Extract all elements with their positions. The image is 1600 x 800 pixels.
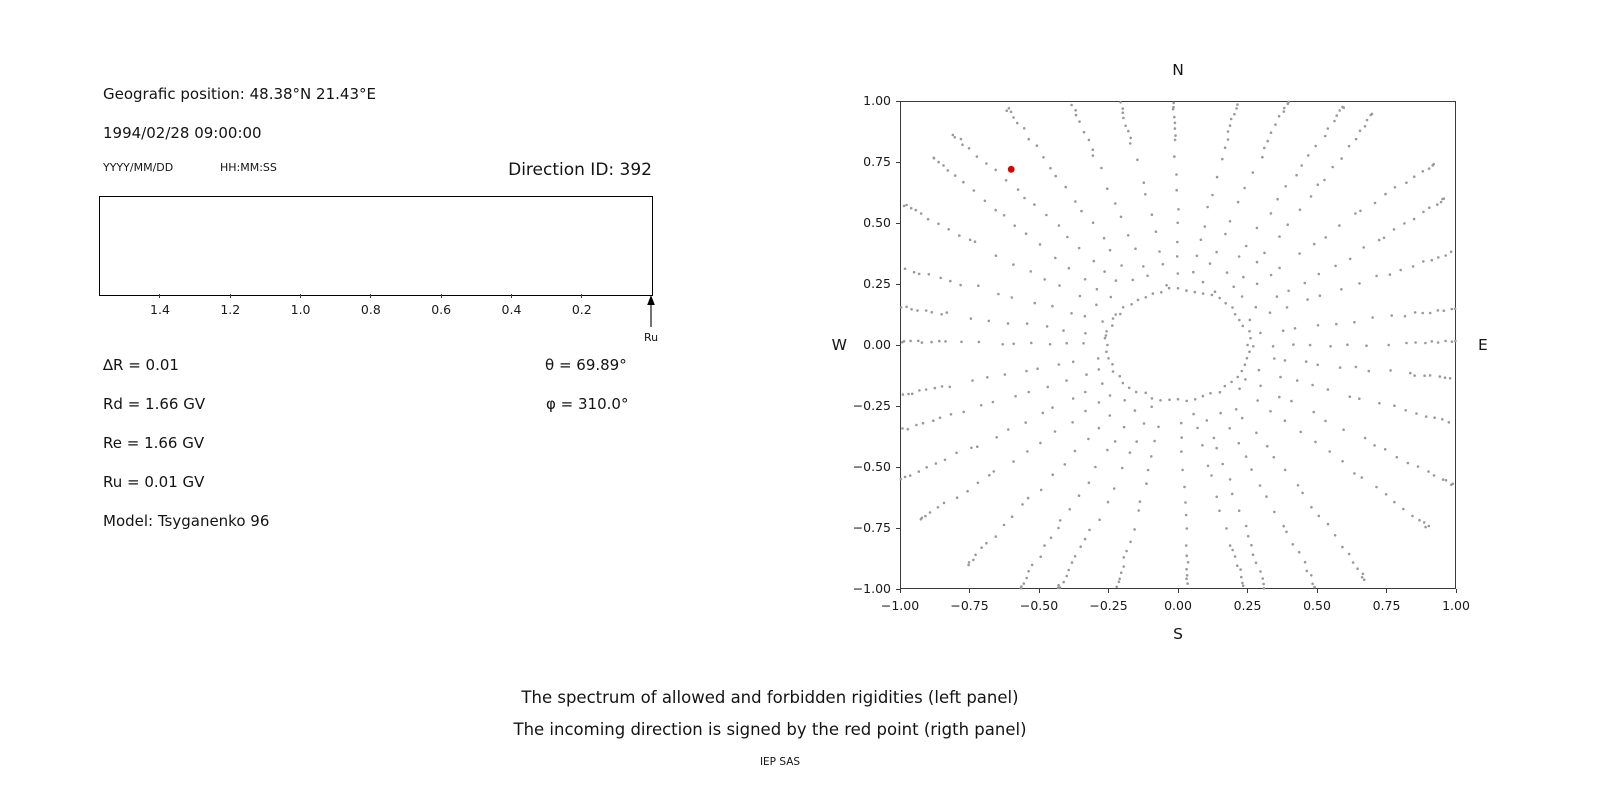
caption-line-1: The spectrum of allowed and forbidden ri… [521, 688, 1019, 707]
spectrum-x-tick-mark [370, 294, 372, 298]
param-phi: φ = 310.0° [546, 395, 629, 413]
compass-west-label: W [831, 336, 847, 354]
y-tick-mark [896, 344, 900, 346]
y-tick-label: −0.50 [852, 459, 891, 474]
x-tick-mark [969, 589, 970, 593]
param-theta: θ = 69.89° [545, 356, 627, 374]
x-tick-mark [899, 589, 901, 593]
red-point-marker [1007, 165, 1015, 173]
datetime-label: 1994/02/28 09:00:00 [103, 124, 262, 142]
x-tick-label: 0.00 [1164, 598, 1192, 613]
caption-credit: IEP SAS [759, 756, 801, 768]
date-format-label: YYYY/MM/DD [103, 161, 174, 174]
x-tick-label: −1.00 [880, 598, 920, 613]
x-tick-mark [1316, 589, 1318, 593]
x-tick-mark [1108, 589, 1109, 593]
spectrum-x-tick-label: 1.0 [290, 302, 311, 317]
y-tick-label: 0.75 [863, 154, 891, 169]
param-re: Re = 1.66 GV [103, 434, 205, 452]
spectrum-x-tick-label: 0.8 [360, 302, 381, 317]
spectrum-plot-frame [99, 196, 653, 296]
param-model: Model: Tsyganenko 96 [103, 512, 270, 530]
y-tick-label: 1.00 [863, 93, 891, 108]
geographic-position-label: Geografic position: 48.38°N 21.43°E [103, 85, 376, 103]
scatter-dots [899, 100, 1457, 590]
x-tick-label: 0.25 [1233, 598, 1262, 613]
y-tick-label: 0.50 [863, 215, 891, 230]
y-tick-mark [896, 527, 900, 529]
y-tick-label: 0.00 [863, 337, 891, 352]
x-tick-mark [1038, 589, 1040, 593]
y-tick-label: −0.25 [852, 398, 891, 413]
ru-arrow-label: Ru [643, 331, 659, 344]
plot-frame [900, 101, 1456, 589]
x-tick-label: 1.00 [1442, 598, 1470, 613]
direction-scatter-svg [899, 100, 1457, 590]
x-tick-mark [1386, 589, 1387, 593]
compass-north-label: N [1172, 61, 1184, 79]
y-tick-mark [896, 588, 900, 590]
spectrum-x-tick-mark [229, 294, 231, 298]
time-format-label: HH:MM:SS [220, 161, 277, 174]
spectrum-x-tick-label: 1.4 [150, 302, 170, 317]
compass-east-label: E [1478, 336, 1488, 354]
param-rd: Rd = 1.66 GV [103, 395, 206, 413]
spectrum-x-tick-label: 0.4 [501, 302, 522, 317]
y-tick-mark [896, 100, 900, 102]
ru-arrow-icon [647, 295, 655, 327]
x-tick-mark [1247, 589, 1248, 593]
y-tick-label: −0.75 [852, 520, 891, 535]
spectrum-x-tick-label: 0.6 [431, 302, 452, 317]
y-tick-label: −1.00 [852, 581, 891, 596]
spectrum-x-tick-mark [300, 294, 302, 298]
y-tick-mark [896, 283, 900, 285]
x-tick-label: −0.25 [1089, 598, 1128, 613]
x-tick-label: 0.75 [1372, 598, 1401, 613]
x-tick-mark [1177, 589, 1179, 593]
spectrum-x-tick-mark [581, 294, 583, 298]
y-tick-mark [896, 405, 900, 407]
spectrum-x-tick-mark [510, 294, 512, 298]
x-tick-label: −0.75 [950, 598, 989, 613]
spectrum-x-tick-mark [440, 294, 442, 298]
direction-id-label: Direction ID: 392 [508, 160, 652, 180]
y-tick-mark [896, 222, 900, 224]
spectrum-x-tick-label: 1.2 [220, 302, 241, 317]
direction-plot: N S W E −1.00 −0.75 −0.50 −0.25 0.00 0.25 0.50… [832, 61, 1488, 643]
y-tick-mark [896, 161, 900, 163]
x-tick-mark [1455, 589, 1457, 593]
y-tick-mark [896, 466, 900, 468]
spectrum-x-tick-label: 0.2 [571, 302, 592, 317]
caption-line-2: The incoming direction is signed by the … [513, 720, 1027, 739]
spectrum-x-tick-mark [159, 294, 161, 298]
param-delta-r: ∆R = 0.01 [103, 356, 179, 374]
x-tick-label: 0.50 [1303, 598, 1331, 613]
y-tick-label: 0.25 [863, 276, 891, 291]
param-ru: Ru = 0.01 GV [103, 473, 205, 491]
x-tick-label: −0.50 [1019, 598, 1059, 613]
compass-south-label: S [1173, 625, 1183, 643]
